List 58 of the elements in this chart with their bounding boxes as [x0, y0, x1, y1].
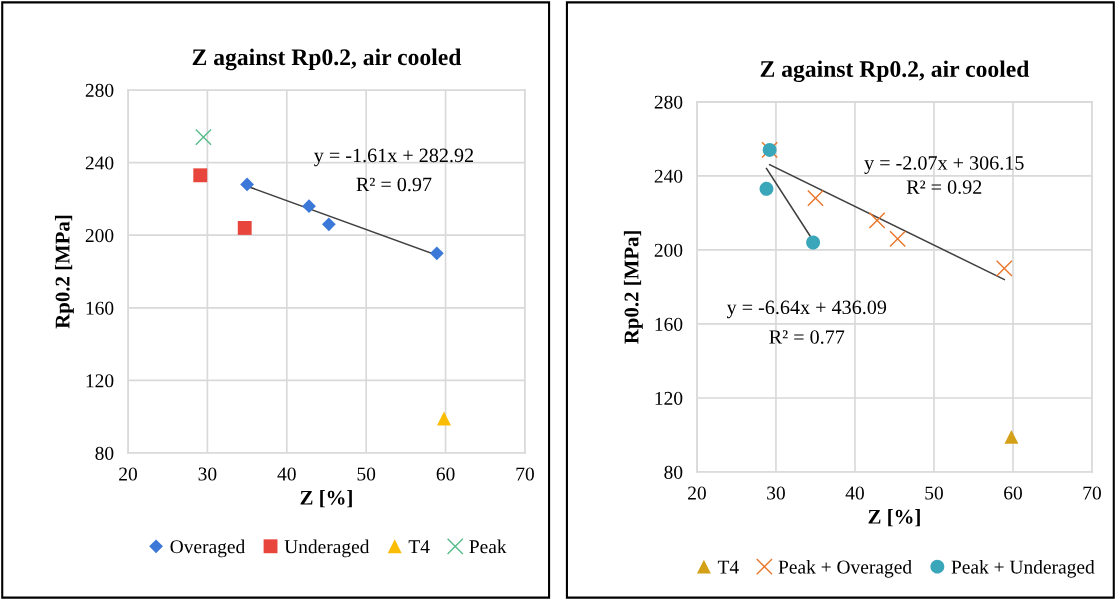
y-tick-label: 240 [654, 169, 683, 183]
y-tick-label: 80 [664, 465, 683, 479]
y-tick-label: 120 [655, 391, 683, 405]
x-axis-title: Z [%] [868, 509, 920, 527]
point [321, 217, 336, 232]
y-axis-title: Rp0.2 [MPa] [54, 215, 74, 329]
y-tick-label: 200 [85, 229, 114, 243]
annotation: y = -6.64x + 436.09 [726, 300, 887, 319]
y-tick-label: 280 [654, 95, 683, 109]
x-tick-label: 60 [1004, 486, 1022, 500]
legend-label: Underaged [284, 539, 370, 558]
point [889, 230, 906, 248]
legend-label: Overaged [170, 539, 246, 558]
point [995, 260, 1013, 277]
x-tick-label: 30 [198, 467, 217, 481]
point [868, 211, 886, 229]
y-tick-label: 160 [86, 301, 114, 315]
legend-label: T4 [408, 540, 430, 554]
y-tick-label: 200 [654, 243, 683, 257]
legend-label: Peak + Underaged [951, 559, 1095, 578]
point [437, 411, 451, 426]
point [807, 189, 824, 207]
annotation: R² = 0.97 [356, 177, 432, 192]
y-tick-label: 120 [86, 374, 114, 388]
x-tick-label: 40 [277, 467, 296, 481]
point [240, 177, 254, 192]
annotation: R² = 0.92 [906, 180, 982, 194]
point [806, 235, 821, 250]
point [193, 168, 208, 183]
legend-label: Peak [469, 539, 507, 554]
point [429, 246, 444, 261]
annotation: y = -2.07x + 306.15 [864, 156, 1024, 174]
x-tick-label: 70 [1083, 486, 1101, 500]
x-tick-label: 20 [688, 486, 706, 500]
x-tick-label: 70 [516, 467, 534, 481]
y-axis-title: Rp0.2 [MPa] [623, 231, 643, 344]
legend-label: T4 [717, 560, 739, 574]
x-tick-label: 50 [925, 486, 943, 500]
point [195, 128, 212, 146]
chart-title: Z against Rp0.2, air cooled [192, 48, 462, 71]
y-tick-label: 240 [85, 156, 114, 170]
x-tick-label: 50 [357, 467, 376, 481]
x-tick-label: 20 [119, 467, 137, 481]
chart-title: Z against Rp0.2, air cooled [760, 60, 1030, 83]
point [1004, 429, 1019, 444]
x-tick-label: 60 [436, 467, 455, 481]
x-tick-label: 40 [845, 486, 864, 500]
point [302, 199, 316, 214]
annotation: R² = 0.77 [769, 330, 845, 344]
annotation: y = -1.61x + 282.92 [314, 148, 474, 167]
point [759, 181, 774, 196]
y-tick-label: 80 [95, 446, 114, 460]
y-tick-label: 160 [655, 317, 683, 331]
point [237, 221, 252, 235]
y-tick-label: 280 [85, 83, 114, 97]
x-axis-title: Z [%] [300, 490, 352, 508]
legend-label: Peak + Overaged [778, 559, 912, 578]
x-tick-label: 30 [767, 486, 785, 500]
